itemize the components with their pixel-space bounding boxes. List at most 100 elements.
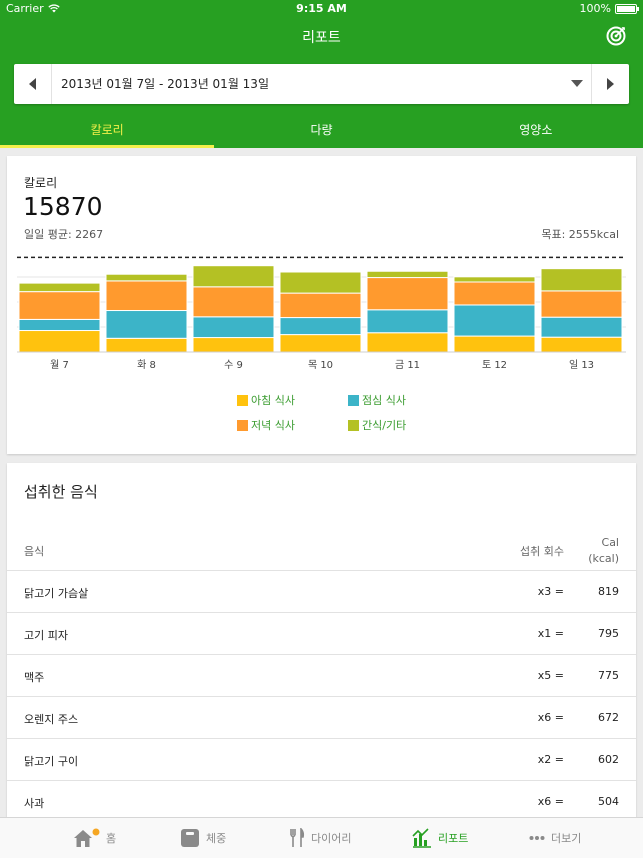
legend-breakfast: 아침 식사 [237, 392, 295, 408]
caret-right-icon [607, 78, 614, 90]
food-table: 닭고기 가슴살 x3 = 819 고기 피자 x1 = 795 맥주 x5 = … [7, 570, 636, 822]
bar-segment [18, 330, 101, 353]
table-row[interactable]: 닭고기 구이 x2 = 602 [7, 738, 636, 780]
food-calories: 672 [598, 711, 619, 724]
carrier-info: Carrier [6, 2, 60, 15]
tab-bar-label: 리포트 [438, 832, 469, 845]
food-name: 맥주 [24, 671, 45, 684]
bar-segment [453, 281, 536, 306]
legend-label: 아침 식사 [251, 394, 295, 407]
legend-label: 간식/기타 [362, 419, 407, 432]
tab-bar-label: 다이어리 [311, 832, 352, 845]
table-row[interactable]: 오렌지 주스 x6 = 672 [7, 696, 636, 738]
table-row[interactable]: 닭고기 가슴살 x3 = 819 [7, 570, 636, 612]
bottom-tab-bar: 홈 체중 다이어리 리포트 더보기 [0, 817, 643, 858]
column-header-food: 음식 [24, 545, 45, 558]
table-row[interactable]: 맥주 x5 = 775 [7, 654, 636, 696]
column-header-count: 섭취 회수 [520, 545, 564, 558]
table-row[interactable]: 고기 피자 x1 = 795 [7, 612, 636, 654]
bar-segment [105, 273, 188, 282]
bar-segment [192, 286, 275, 318]
food-calories: 602 [598, 753, 619, 766]
date-range-label[interactable]: 2013년 01월 7일 - 2013년 01월 13일 [61, 77, 269, 91]
bar-segment [279, 334, 362, 353]
tab-bar-label: 체중 [206, 832, 227, 845]
bar-segment [366, 270, 449, 279]
bar-segment [105, 310, 188, 339]
legend-swatch [348, 419, 359, 431]
legend-snack: 간식/기타 [348, 417, 406, 433]
bar-segment [192, 265, 275, 288]
bar-segment [366, 277, 449, 311]
bar-segment [366, 309, 449, 334]
caret-left-icon [29, 78, 36, 90]
tab-bar-more[interactable]: 더보기 [529, 818, 581, 858]
tab-bar-report[interactable]: 리포트 [412, 818, 468, 858]
x-tick-label: 월 7 [50, 359, 69, 371]
food-calories: 775 [598, 669, 619, 682]
food-calories: 795 [598, 627, 619, 640]
legend-label: 저녁 식사 [251, 419, 295, 432]
legend-swatch [237, 394, 248, 406]
food-count: x2 = [537, 753, 564, 766]
report-chart-icon [412, 828, 431, 848]
x-tick-label: 토 12 [482, 360, 507, 371]
bar-segment [279, 317, 362, 336]
calorie-card: 칼로리 15870 일일 평균: 2267 목표: 2555kcal 월 7 화 … [7, 156, 636, 454]
food-count: x5 = [537, 669, 564, 682]
column-header-cal-line2: (kcal) [588, 552, 619, 565]
carrier-label: Carrier [6, 2, 44, 15]
prev-week-button[interactable] [14, 64, 52, 104]
legend-label: 점심 식사 [362, 394, 406, 407]
bar-segment [540, 290, 623, 318]
x-tick-label: 목 10 [308, 359, 333, 371]
notification-dot [92, 828, 100, 836]
food-count: x1 = [537, 627, 564, 640]
target-goal-icon[interactable] [605, 25, 627, 47]
bar-segment [18, 318, 101, 332]
bar-segment [453, 304, 536, 337]
tab-bar-diary[interactable]: 다이어리 [289, 818, 351, 858]
tab-calories[interactable]: 칼로리 [0, 112, 215, 148]
tab-nutrients[interactable]: 영양소 [519, 123, 553, 137]
battery-percent: 100% [579, 2, 611, 15]
bar-segment [540, 316, 623, 338]
status-bar: Carrier 9:15 AM 100% [0, 0, 643, 18]
more-dots-icon [529, 836, 545, 840]
food-name: 닭고기 구이 [24, 755, 79, 768]
bar-segment [192, 316, 275, 339]
x-tick-label: 수 9 [224, 359, 243, 371]
date-area: 2013년 01월 7일 - 2013년 01월 13일 [0, 56, 643, 112]
bar-segment [279, 292, 362, 319]
bar-segment [366, 332, 449, 353]
battery-info: 100% [579, 2, 639, 15]
food-name: 오렌지 주스 [24, 713, 79, 726]
food-calories: 504 [598, 795, 619, 808]
food-count: x6 = [537, 711, 564, 724]
tab-bar-home[interactable]: 홈 [72, 818, 116, 858]
x-tick-label: 일 13 [569, 359, 594, 371]
bar-segment [192, 337, 275, 353]
calorie-label: 칼로리 [24, 176, 58, 190]
fork-knife-icon [290, 828, 305, 847]
bar-segment [105, 337, 188, 353]
food-name: 닭고기 가슴살 [24, 587, 89, 600]
daily-average: 일일 평균: 2267 [24, 228, 104, 241]
legend-lunch: 점심 식사 [348, 392, 406, 408]
x-tick-label: 금 11 [395, 359, 420, 371]
wifi-icon [47, 4, 60, 13]
tab-bar-weight[interactable]: 체중 [180, 818, 226, 858]
bar-segment [279, 271, 362, 294]
dropdown-caret-icon[interactable] [571, 80, 583, 87]
bar-segment [540, 336, 623, 353]
next-week-button[interactable] [591, 64, 629, 104]
bar-segment [540, 268, 623, 292]
page-title: 리포트 [302, 30, 341, 46]
table-row[interactable]: 사과 x6 = 504 [7, 780, 636, 822]
date-selector[interactable]: 2013년 01월 7일 - 2013년 01월 13일 [14, 64, 629, 104]
tab-macros[interactable]: 다량 [310, 123, 333, 137]
legend-swatch [348, 394, 359, 406]
legend-dinner: 저녁 식사 [237, 417, 295, 433]
scale-icon [181, 829, 199, 847]
x-tick-label: 화 8 [137, 359, 156, 371]
